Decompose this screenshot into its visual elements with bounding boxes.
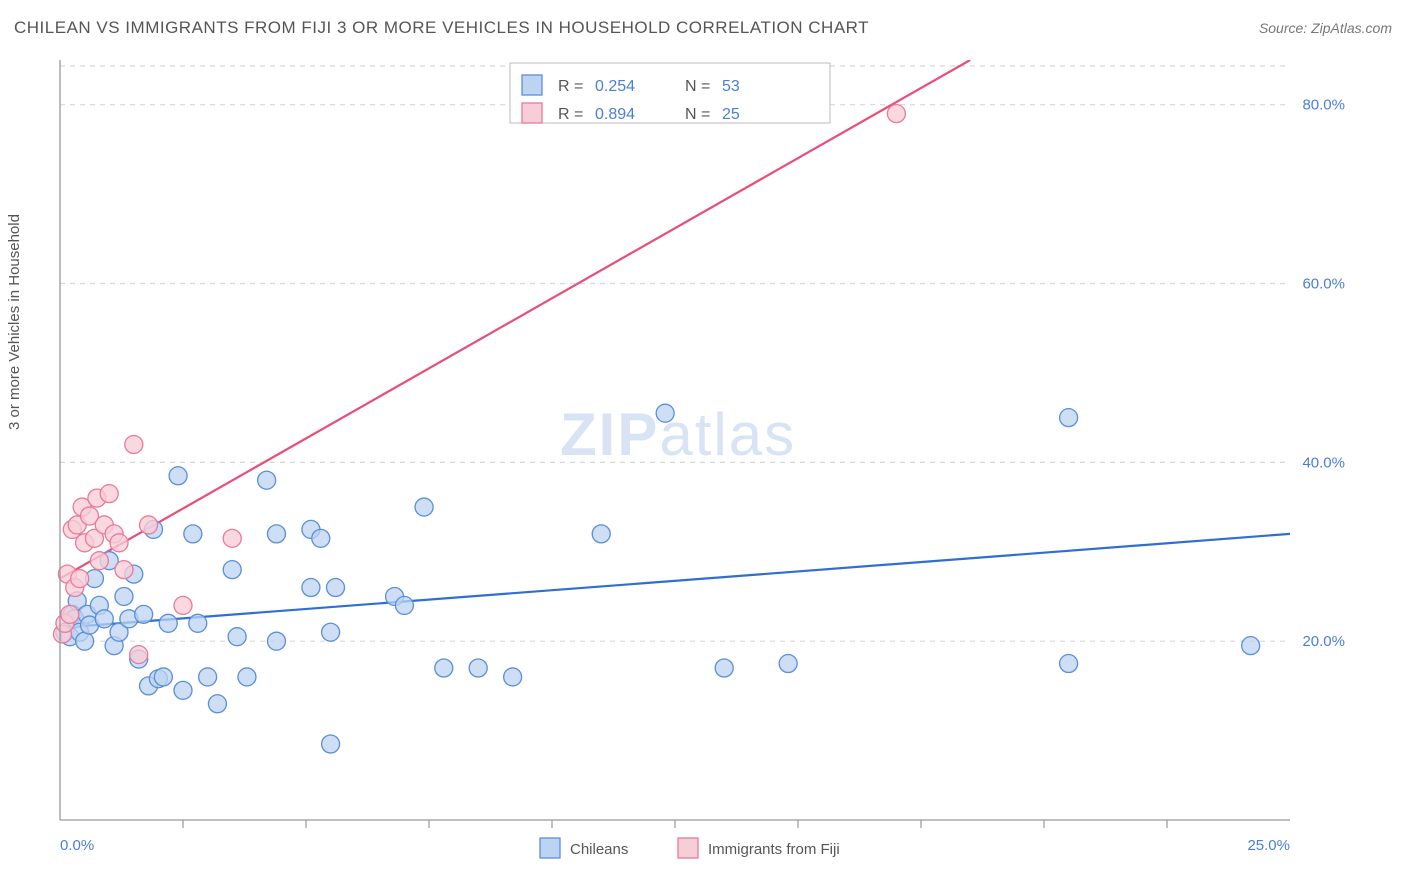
legend-n-label: N = bbox=[685, 78, 710, 95]
scatter-point bbox=[159, 614, 177, 632]
scatter-point bbox=[174, 681, 192, 699]
scatter-point bbox=[887, 105, 905, 123]
scatter-point bbox=[154, 668, 172, 686]
legend-r-value: 0.894 bbox=[595, 106, 635, 123]
scatter-point bbox=[779, 655, 797, 673]
scatter-point bbox=[90, 552, 108, 570]
scatter-point bbox=[267, 632, 285, 650]
scatter-point bbox=[312, 529, 330, 547]
scatter-point bbox=[415, 498, 433, 516]
scatter-point bbox=[504, 668, 522, 686]
bottom-legend-swatch bbox=[540, 838, 560, 858]
scatter-point bbox=[592, 525, 610, 543]
trend-line bbox=[60, 60, 970, 579]
scatter-point bbox=[100, 485, 118, 503]
scatter-point bbox=[656, 404, 674, 422]
legend-swatch bbox=[522, 103, 542, 123]
bottom-legend-swatch bbox=[678, 838, 698, 858]
bottom-legend-label: Immigrants from Fiji bbox=[708, 841, 840, 858]
legend-r-label: R = bbox=[558, 106, 583, 123]
scatter-point bbox=[395, 596, 413, 614]
scatter-point bbox=[76, 632, 94, 650]
scatter-point bbox=[189, 614, 207, 632]
chart-header: CHILEAN VS IMMIGRANTS FROM FIJI 3 OR MOR… bbox=[14, 18, 1392, 38]
scatter-point bbox=[1242, 637, 1260, 655]
bottom-legend-label: Chileans bbox=[570, 841, 628, 858]
scatter-point bbox=[115, 561, 133, 579]
scatter-point bbox=[223, 561, 241, 579]
y-tick-label: 40.0% bbox=[1302, 454, 1345, 471]
scatter-point bbox=[238, 668, 256, 686]
legend-swatch bbox=[522, 75, 542, 95]
scatter-point bbox=[715, 659, 733, 677]
chart-title: CHILEAN VS IMMIGRANTS FROM FIJI 3 OR MOR… bbox=[14, 18, 869, 38]
scatter-point bbox=[223, 529, 241, 547]
scatter-point bbox=[302, 579, 320, 597]
y-tick-label: 60.0% bbox=[1302, 276, 1345, 293]
x-tick-label: 25.0% bbox=[1247, 837, 1290, 854]
scatter-point bbox=[208, 695, 226, 713]
scatter-point bbox=[322, 623, 340, 641]
scatter-point bbox=[322, 735, 340, 753]
scatter-point bbox=[61, 605, 79, 623]
scatter-point bbox=[71, 570, 89, 588]
scatter-point bbox=[267, 525, 285, 543]
scatter-point bbox=[135, 605, 153, 623]
scatter-point bbox=[327, 579, 345, 597]
scatter-point bbox=[469, 659, 487, 677]
scatter-point bbox=[199, 668, 217, 686]
scatter-point bbox=[228, 628, 246, 646]
y-axis-label: 3 or more Vehicles in Household bbox=[6, 214, 23, 430]
scatter-point bbox=[258, 471, 276, 489]
scatter-point bbox=[110, 534, 128, 552]
scatter-point bbox=[115, 587, 133, 605]
legend-r-value: 0.254 bbox=[595, 78, 635, 95]
scatter-point bbox=[184, 525, 202, 543]
x-tick-label: 0.0% bbox=[60, 837, 94, 854]
y-tick-label: 80.0% bbox=[1302, 97, 1345, 114]
plot-area: 0.0%25.0%20.0%40.0%60.0%80.0%R =0.254N =… bbox=[50, 60, 1360, 820]
scatter-point bbox=[1060, 655, 1078, 673]
scatter-point bbox=[130, 646, 148, 664]
scatter-point bbox=[435, 659, 453, 677]
y-tick-label: 20.0% bbox=[1302, 633, 1345, 650]
source-attribution: Source: ZipAtlas.com bbox=[1259, 20, 1392, 36]
legend-r-label: R = bbox=[558, 78, 583, 95]
scatter-point bbox=[174, 596, 192, 614]
scatter-point bbox=[125, 435, 143, 453]
scatter-point bbox=[140, 516, 158, 534]
scatter-point bbox=[1060, 409, 1078, 427]
scatter-plot-svg: 0.0% 25.0% 20.0% 40.0% 60.0% 80.0% R = 0.254 N =… bbox=[50, 60, 1360, 870]
legend-n-value: 25 bbox=[722, 106, 740, 123]
scatter-point bbox=[169, 467, 187, 485]
legend-n-value: 53 bbox=[722, 78, 740, 95]
scatter-point bbox=[95, 610, 113, 628]
legend-n-label: N = bbox=[685, 106, 710, 123]
trend-line bbox=[60, 534, 1290, 628]
